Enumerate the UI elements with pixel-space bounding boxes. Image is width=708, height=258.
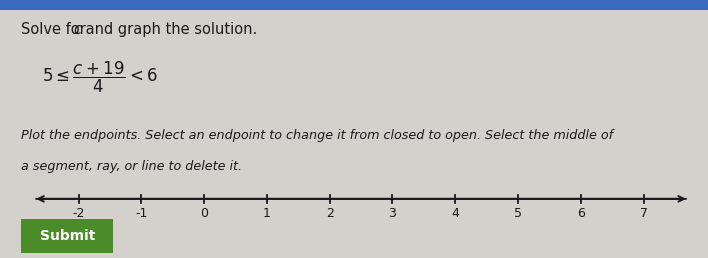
Text: Submit: Submit	[40, 229, 95, 243]
Text: Solve for: Solve for	[21, 22, 91, 37]
Text: c: c	[73, 22, 81, 37]
Text: 1: 1	[263, 207, 271, 220]
Text: 4: 4	[451, 207, 459, 220]
Text: $5 \leq \dfrac{c + 19}{4} < 6$: $5 \leq \dfrac{c + 19}{4} < 6$	[42, 59, 158, 94]
Text: 7: 7	[639, 207, 648, 220]
Text: 0: 0	[200, 207, 208, 220]
Text: Plot the endpoints. Select an endpoint to change it from closed to open. Select : Plot the endpoints. Select an endpoint t…	[21, 129, 613, 142]
FancyBboxPatch shape	[16, 218, 118, 254]
Text: 6: 6	[577, 207, 585, 220]
Text: -2: -2	[72, 207, 85, 220]
Text: 5: 5	[514, 207, 522, 220]
Text: 3: 3	[389, 207, 396, 220]
Text: 2: 2	[326, 207, 333, 220]
Text: a segment, ray, or line to delete it.: a segment, ray, or line to delete it.	[21, 160, 242, 173]
Text: -1: -1	[135, 207, 147, 220]
Text: and graph the solution.: and graph the solution.	[81, 22, 258, 37]
